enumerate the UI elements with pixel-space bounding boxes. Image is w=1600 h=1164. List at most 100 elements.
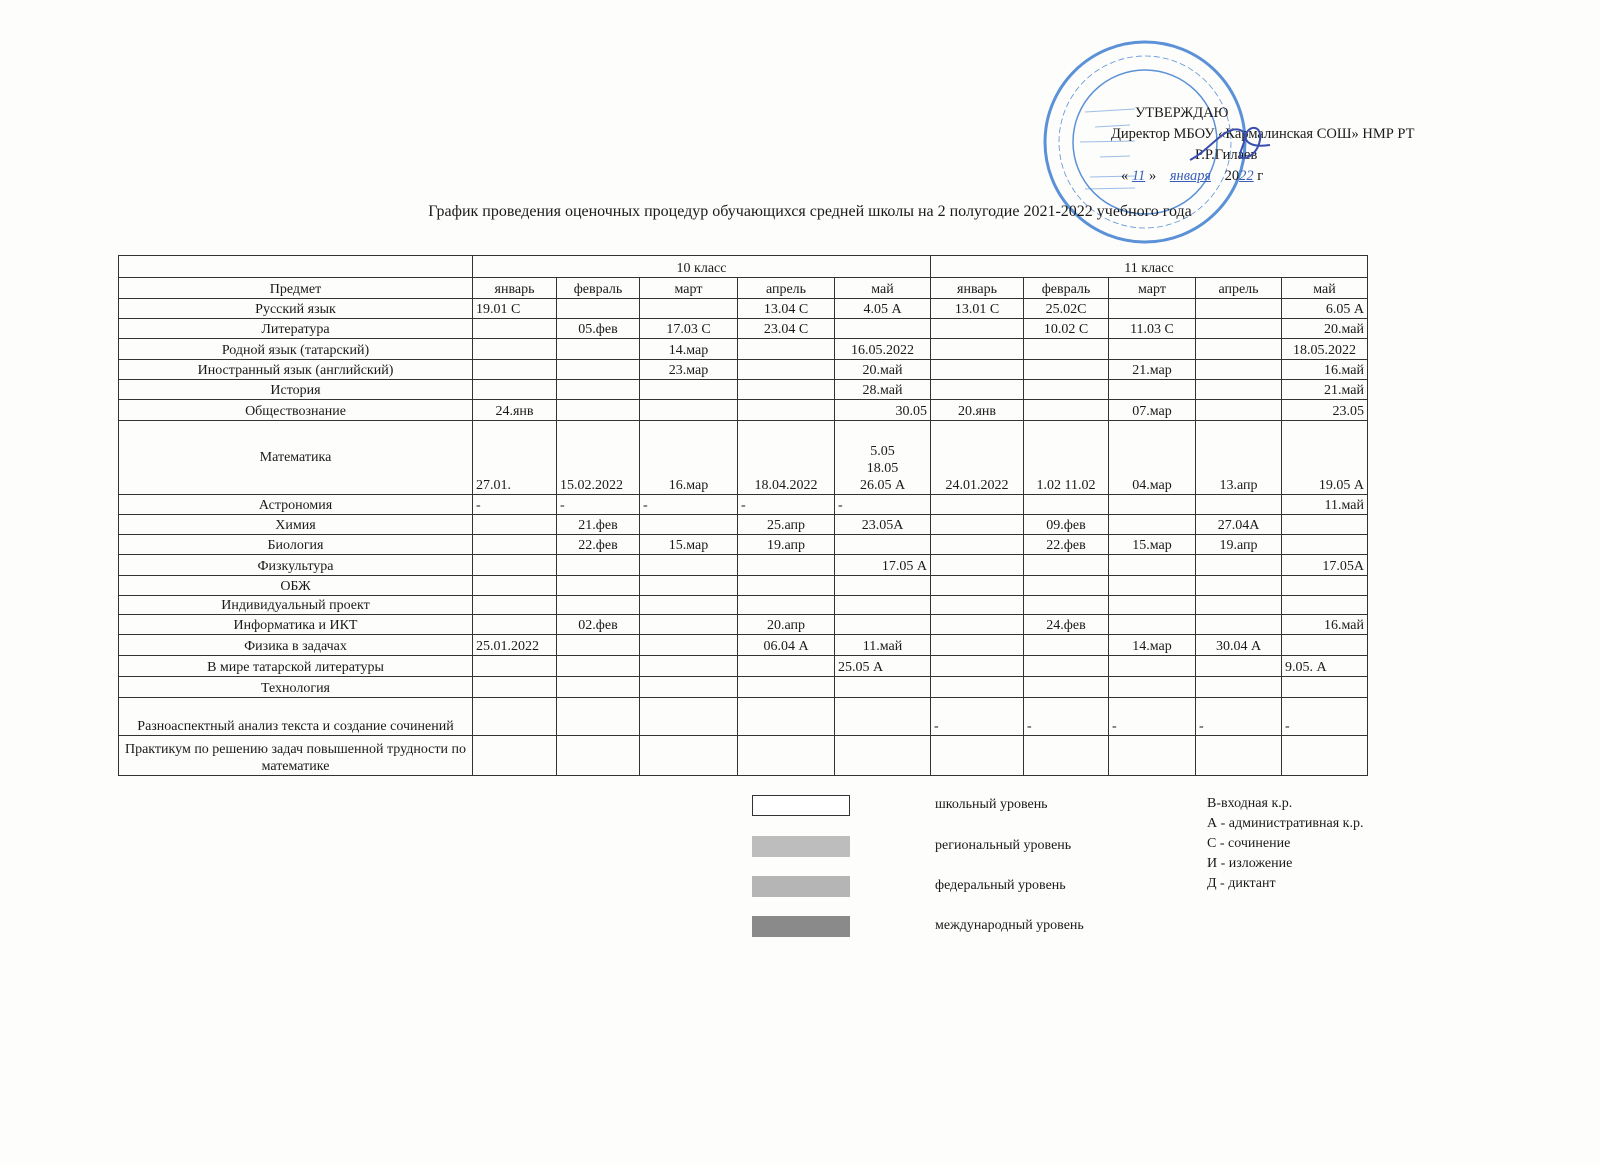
date-cell: 14.мар xyxy=(1108,634,1196,656)
date-cell: 13.апр xyxy=(1195,420,1282,495)
date-cell xyxy=(834,595,931,615)
date-cell xyxy=(472,676,557,698)
date-cell xyxy=(472,379,557,400)
date-cell: 27.04А xyxy=(1195,514,1282,535)
date-cell: 19.01 С xyxy=(472,298,557,319)
date-cell: 06.04 А xyxy=(737,634,835,656)
date-cell xyxy=(1195,676,1282,698)
date-cell xyxy=(472,697,557,736)
date-cell: 25.01.2022 xyxy=(472,634,557,656)
approval-block: УТВЕРЖДАЮ Директор МБОУ «Кармалинская СО… xyxy=(1111,103,1415,187)
date-cell: 23.04 С xyxy=(737,318,835,339)
date-cell xyxy=(639,614,738,635)
date-cell: 16.мар xyxy=(639,420,738,495)
month-header: февраль xyxy=(1023,277,1109,299)
subject-cell: Родной язык (татарский) xyxy=(118,338,473,360)
date-cell: 20.янв xyxy=(930,399,1024,421)
subject-cell: Информатика и ИКТ xyxy=(118,614,473,635)
date-cell xyxy=(1195,735,1282,776)
table-row: Обществознание 24.янв 30.05 20.янв 07.мар 23.… xyxy=(118,399,1368,421)
date-cell: 19.апр xyxy=(1195,534,1282,555)
date-cell xyxy=(556,697,640,736)
subject-cell: Технология xyxy=(118,676,473,698)
date-cell xyxy=(639,634,738,656)
date-cell xyxy=(639,554,738,576)
legend-abbreviation: В-входная к.р. xyxy=(1207,796,1293,811)
date-cell xyxy=(556,595,640,615)
legend-level-label: федеральный уровень xyxy=(935,878,1066,893)
date-cell: 11.май xyxy=(834,634,931,656)
date-cell xyxy=(1195,554,1282,576)
date-cell xyxy=(1195,399,1282,421)
table-row: Астрономия - - - - -11.май xyxy=(118,494,1368,515)
date-cell xyxy=(930,595,1024,615)
date-cell: 17.05А xyxy=(1281,554,1368,576)
date-cell xyxy=(1023,379,1109,400)
date-cell xyxy=(1195,655,1282,677)
date-cell xyxy=(834,697,931,736)
date-cell xyxy=(930,554,1024,576)
date-cell: 11.май xyxy=(1281,494,1368,515)
date-cell: 23.05 xyxy=(1281,399,1368,421)
date-cell: 4.05 А xyxy=(834,298,931,319)
month-header: март xyxy=(1108,277,1196,299)
date-cell: 14.мар xyxy=(639,338,738,360)
date-cell: 20.май xyxy=(834,359,931,380)
date-cell: - xyxy=(1281,697,1368,736)
date-cell: 24.фев xyxy=(1023,614,1109,635)
date-cell: 23.05А xyxy=(834,514,931,535)
subject-cell: Математика xyxy=(118,420,473,495)
date-cell xyxy=(1023,494,1109,515)
table-row: Физика в задачах 25.01.2022 06.04 А 11.май 1… xyxy=(118,634,1368,656)
date-cell xyxy=(1108,494,1196,515)
date-cell: 5.05 18.05 26.05 А xyxy=(834,420,931,495)
date-cell: 20.май xyxy=(1281,318,1368,339)
date-quote-close: » xyxy=(1148,168,1157,184)
date-cell xyxy=(1108,554,1196,576)
legend-level-label: международный уровень xyxy=(935,918,1084,933)
date-cell: 17.03 С xyxy=(639,318,738,339)
date-cell xyxy=(737,697,835,736)
date-cell xyxy=(1108,735,1196,776)
table-row: Физкультура 17.05 А 17.05А xyxy=(118,554,1368,576)
date-cell xyxy=(556,379,640,400)
date-cell: 15.мар xyxy=(639,534,738,555)
date-cell xyxy=(472,655,557,677)
date-cell xyxy=(930,318,1024,339)
date-cell xyxy=(1281,634,1368,656)
date-cell xyxy=(737,676,835,698)
date-cell xyxy=(472,575,557,596)
date-cell: 13.01 С xyxy=(930,298,1024,319)
date-cell xyxy=(1108,379,1196,400)
date-cell xyxy=(1281,676,1368,698)
month-header: май xyxy=(1281,277,1368,299)
date-cell: 07.мар xyxy=(1108,399,1196,421)
date-cell: 19.05 А xyxy=(1281,420,1368,495)
date-year-prefix: 20 xyxy=(1224,168,1240,184)
date-cell xyxy=(930,614,1024,635)
date-cell: 21.май xyxy=(1281,379,1368,400)
document-title: График проведения оценочных процедур обу… xyxy=(428,203,1192,220)
legend-abbreviation: С - сочинение xyxy=(1207,836,1291,851)
date-cell xyxy=(1108,338,1196,360)
date-cell xyxy=(930,676,1024,698)
date-cell xyxy=(1023,735,1109,776)
subject-cell: Астрономия xyxy=(118,494,473,515)
table-row: Биология 22.фев 15.мар 19.апр 22.фев 15.мар 19… xyxy=(118,534,1368,555)
date-cell: 24.01.2022 xyxy=(930,420,1024,495)
date-cell: - xyxy=(1023,697,1109,736)
date-cell xyxy=(1023,655,1109,677)
month-header: апрель xyxy=(737,277,835,299)
date-cell xyxy=(1195,318,1282,339)
date-cell: 02.фев xyxy=(556,614,640,635)
legend-abbreviation: А - административная к.р. xyxy=(1207,816,1364,831)
date-cell xyxy=(1108,575,1196,596)
date-cell xyxy=(639,735,738,776)
date-cell xyxy=(737,735,835,776)
date-cell xyxy=(930,735,1024,776)
date-cell: 18.05.2022 xyxy=(1281,338,1368,360)
subject-cell: История xyxy=(118,379,473,400)
date-cell: 17.05 А xyxy=(834,554,931,576)
date-quote-open: « xyxy=(1121,168,1129,184)
subject-cell: Практикум по решению задач повышенной тр… xyxy=(118,735,473,776)
